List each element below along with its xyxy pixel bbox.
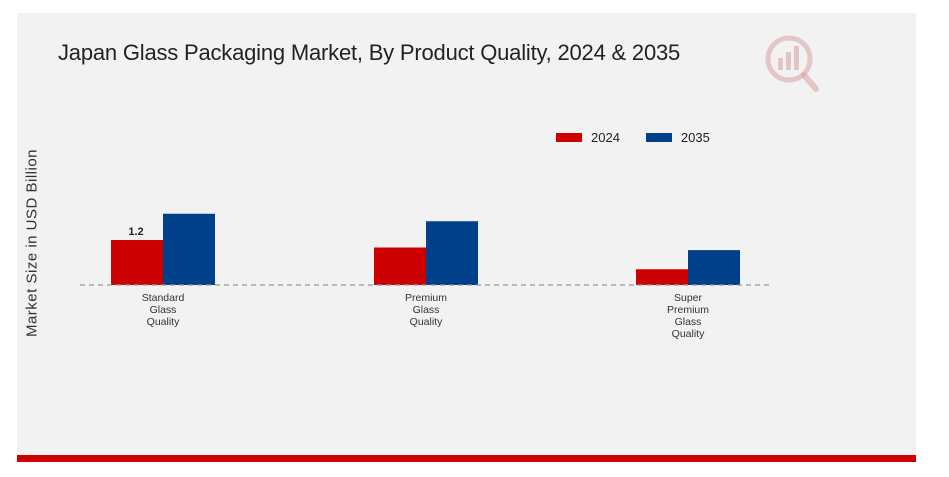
x-tick-label-2-0: Super	[674, 292, 703, 304]
accent-bar	[17, 455, 916, 462]
x-tick-label-0-1: Glass	[150, 304, 177, 316]
x-tick-label-2-1: Premium	[667, 304, 709, 316]
x-tick-label-1-1: Glass	[413, 304, 440, 316]
chart-title: Japan Glass Packaging Market, By Product…	[58, 40, 681, 65]
bar-2024-2	[636, 269, 688, 285]
x-tick-label-1-2: Quality	[410, 316, 443, 328]
x-tick-label-2-2: Glass	[675, 316, 702, 328]
bar-2024-0	[111, 240, 163, 285]
legend-item-2035: 2035	[645, 130, 710, 145]
bar-2035-2	[688, 250, 740, 285]
chart-legend: 2024 2035	[556, 130, 736, 145]
brand-logo-icon	[765, 35, 819, 92]
legend-item-2024: 2024	[556, 130, 620, 145]
x-tick-label-2-3: Quality	[672, 328, 705, 340]
legend-label-2024: 2024	[591, 130, 620, 145]
bar-2035-1	[426, 221, 478, 285]
legend-label-2035: 2035	[680, 130, 710, 145]
legend-swatch-2035	[645, 133, 672, 142]
x-tick-label-0-0: Standard	[142, 292, 185, 304]
legend-swatch-2024	[556, 133, 582, 142]
data-label-0: 1.2	[128, 226, 143, 238]
x-tick-label-1-0: Premium	[405, 292, 447, 304]
bar-2035-0	[163, 213, 215, 285]
x-tick-label-0-2: Quality	[147, 316, 180, 328]
bar-2024-1	[374, 247, 426, 285]
